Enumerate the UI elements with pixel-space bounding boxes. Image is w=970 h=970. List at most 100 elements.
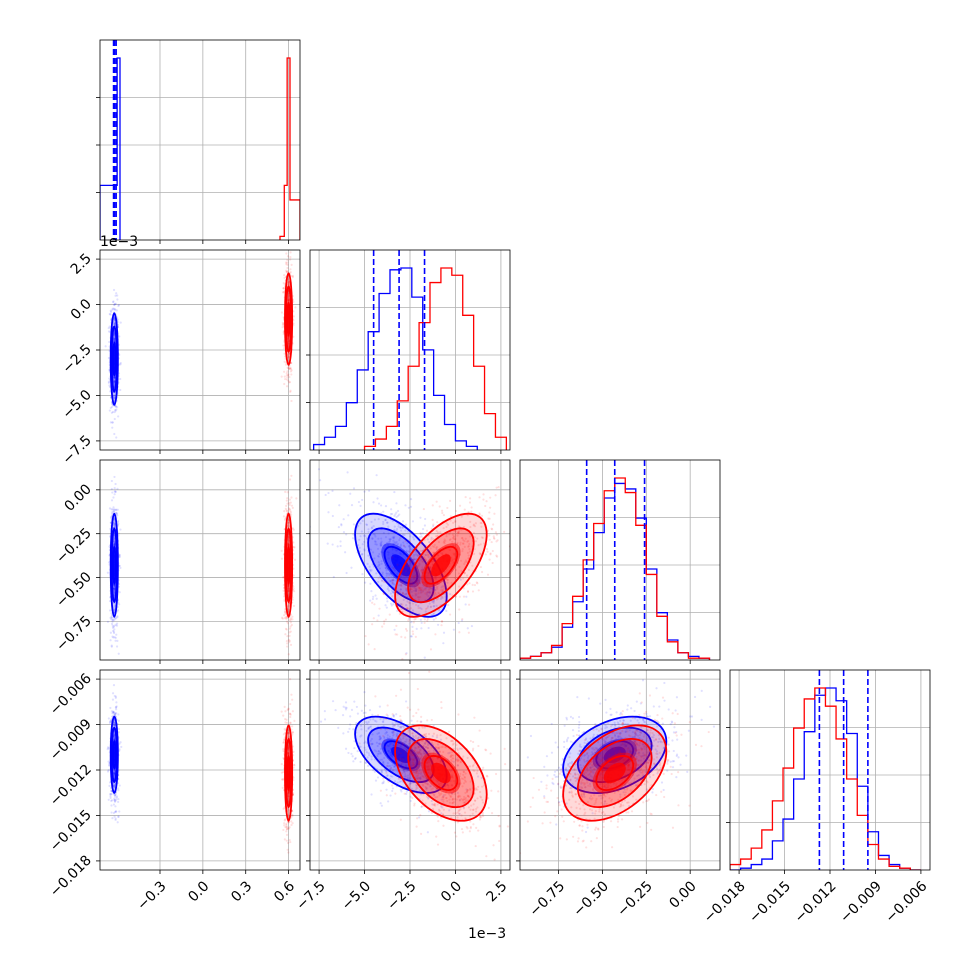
histogram-panel-0	[96, 39, 301, 244]
scatter-point	[345, 571, 348, 575]
scatter-point	[109, 720, 112, 723]
scatter-point	[395, 624, 398, 627]
scatter-point	[114, 810, 117, 813]
scatter-point	[111, 635, 114, 638]
scatter-point	[410, 590, 413, 593]
scatter-point	[462, 542, 465, 545]
scatter-point	[466, 583, 469, 586]
scatter-point	[285, 372, 288, 375]
scatter-point	[432, 551, 435, 554]
scatter-point	[109, 639, 112, 642]
scatter-point	[109, 406, 112, 409]
scatter-point	[426, 538, 429, 541]
scatter-point	[282, 589, 285, 592]
scatter-point	[114, 805, 117, 808]
scatter-point	[409, 587, 412, 590]
scatter-point	[442, 514, 446, 517]
scatter-point	[479, 553, 482, 556]
scatter-point	[361, 573, 364, 576]
scatter-point	[288, 619, 291, 622]
scatter-point	[406, 600, 409, 603]
scatter-point	[400, 529, 403, 532]
scatter-point	[400, 583, 403, 586]
scatter-point	[423, 621, 426, 624]
scatter-point	[402, 541, 405, 544]
scatter-point	[283, 510, 286, 513]
scatter-point	[113, 586, 116, 590]
scatter-point	[391, 581, 394, 584]
scatter-point	[282, 287, 285, 290]
density-contour-level-2	[109, 312, 119, 406]
scatter-point	[382, 522, 385, 526]
scatter-point	[417, 604, 420, 608]
scatter-point	[416, 554, 419, 557]
scatter-point	[400, 543, 403, 546]
scatter-point	[115, 798, 118, 801]
scatter-point	[386, 521, 389, 524]
scatter-point	[280, 549, 283, 552]
scatter-point	[466, 551, 469, 554]
scatter-point	[113, 323, 117, 326]
scatter-point	[331, 489, 334, 492]
scatter-point	[426, 551, 429, 554]
scatter-point	[401, 592, 404, 595]
scatter-point	[385, 572, 388, 575]
density-contour-level-0	[112, 545, 117, 585]
scatter-point	[113, 587, 116, 590]
scatter-point	[118, 554, 121, 557]
scatter-point	[412, 553, 416, 557]
scatter-point	[284, 610, 287, 613]
scatter-point	[286, 525, 289, 528]
scatter-point	[119, 566, 122, 569]
scatter-point	[418, 581, 421, 585]
scatter-point	[112, 735, 116, 738]
scatter-point	[432, 618, 435, 621]
scatter-point	[405, 588, 408, 591]
scatter-point	[289, 618, 293, 621]
scatter-point	[477, 589, 480, 592]
scatter-point	[112, 724, 115, 727]
scatter-point	[437, 591, 440, 595]
scatter-point	[110, 804, 113, 807]
scatter-point	[284, 610, 287, 614]
scatter-point	[424, 559, 427, 562]
scatter-point	[468, 497, 472, 500]
scatter-point	[391, 556, 394, 559]
scatter-point	[414, 589, 417, 592]
scatter-point	[115, 309, 118, 312]
scatter-point	[441, 596, 444, 600]
scatter-point	[433, 592, 436, 595]
scatter-point	[469, 535, 472, 538]
scatter-point	[385, 597, 389, 600]
scatter-point	[390, 589, 393, 592]
scatter-point	[422, 589, 425, 592]
scatter-point	[420, 586, 423, 590]
scatter-point	[411, 630, 414, 633]
scatter-point	[389, 602, 393, 605]
scatter-point	[410, 583, 414, 587]
scatter-point	[284, 377, 287, 381]
scatter-point	[117, 303, 121, 307]
scatter-point	[107, 330, 111, 333]
scatter-point	[406, 542, 409, 545]
scatter-point	[287, 282, 290, 285]
scatter-point	[107, 381, 111, 384]
scatter-point	[454, 520, 457, 524]
scatter-point	[389, 537, 392, 541]
scatter-point	[464, 603, 467, 606]
scatter-point	[113, 587, 116, 591]
scatter-point	[106, 571, 109, 574]
scatter-point	[410, 614, 414, 617]
scatter-point	[442, 541, 445, 544]
scatter-point	[465, 560, 469, 563]
scatter-point	[282, 330, 285, 334]
scatter-point	[287, 280, 290, 284]
scatter-point	[409, 505, 413, 508]
scatter-point	[437, 540, 441, 544]
scatter-point	[290, 504, 294, 507]
scatter-point	[292, 528, 295, 531]
scatter-point	[464, 537, 467, 540]
scatter-point	[389, 512, 392, 516]
scatter-point	[287, 338, 290, 341]
